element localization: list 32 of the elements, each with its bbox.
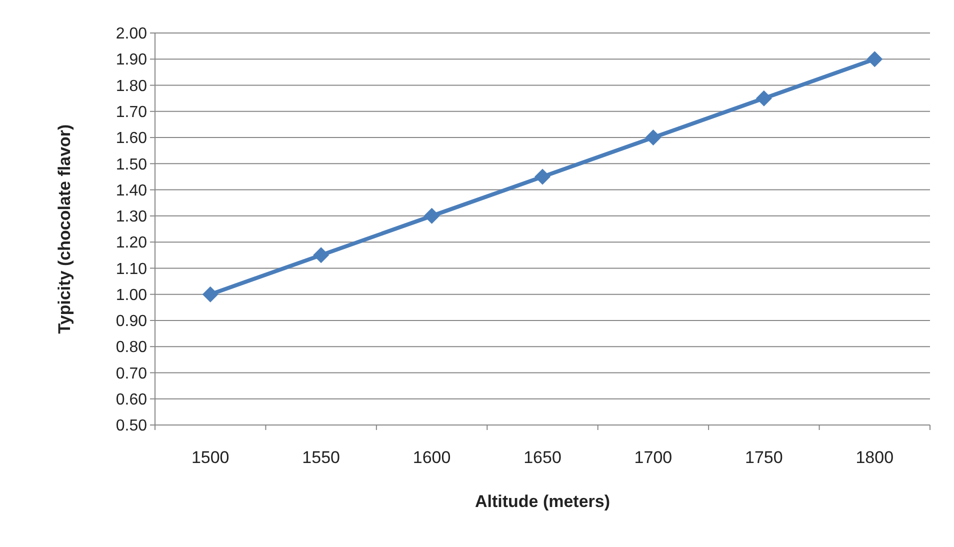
y-tick-label: 1.90: [116, 52, 148, 69]
x-tick-label: 1800: [856, 448, 894, 467]
x-tick-label: 1700: [634, 448, 672, 467]
point: [424, 208, 440, 224]
y-tick-label: 0.60: [116, 391, 148, 408]
y-axis-title: Typicity (chocolate flavor): [55, 124, 74, 334]
y-tick-label: 1.70: [116, 104, 148, 121]
x-tick-label: 1600: [412, 448, 451, 467]
y-tick-label: 1.40: [116, 182, 148, 200]
y-tick-label: 0.70: [116, 365, 148, 382]
x-tick-label: 1750: [745, 448, 783, 467]
point: [313, 247, 330, 264]
y-tick-label: 1.20: [116, 234, 148, 252]
x-tick-label: 1500: [191, 448, 230, 467]
point: [866, 51, 883, 68]
y-tick-label: 1.50: [116, 156, 148, 174]
y-tick-label: 1.80: [116, 78, 148, 95]
y-tick-label: 0.50: [116, 418, 148, 435]
point: [202, 286, 218, 302]
y-tick-label: 2.00: [116, 26, 148, 43]
point: [756, 90, 772, 106]
y-tick-label: 0.80: [116, 339, 148, 356]
y-tick-label: 1.30: [116, 208, 148, 226]
x-axis-title: Altitude (meters): [474, 492, 610, 511]
point: [534, 168, 550, 185]
y-tick-label: 1.60: [116, 130, 148, 148]
x-tick-label: 1550: [302, 448, 340, 467]
x-tick-label: 1650: [524, 448, 562, 467]
y-tick-label: 0.90: [116, 313, 148, 330]
point: [645, 130, 662, 146]
y-tick-label: 1.10: [116, 260, 148, 278]
y-tick-label: 1.00: [116, 286, 148, 304]
